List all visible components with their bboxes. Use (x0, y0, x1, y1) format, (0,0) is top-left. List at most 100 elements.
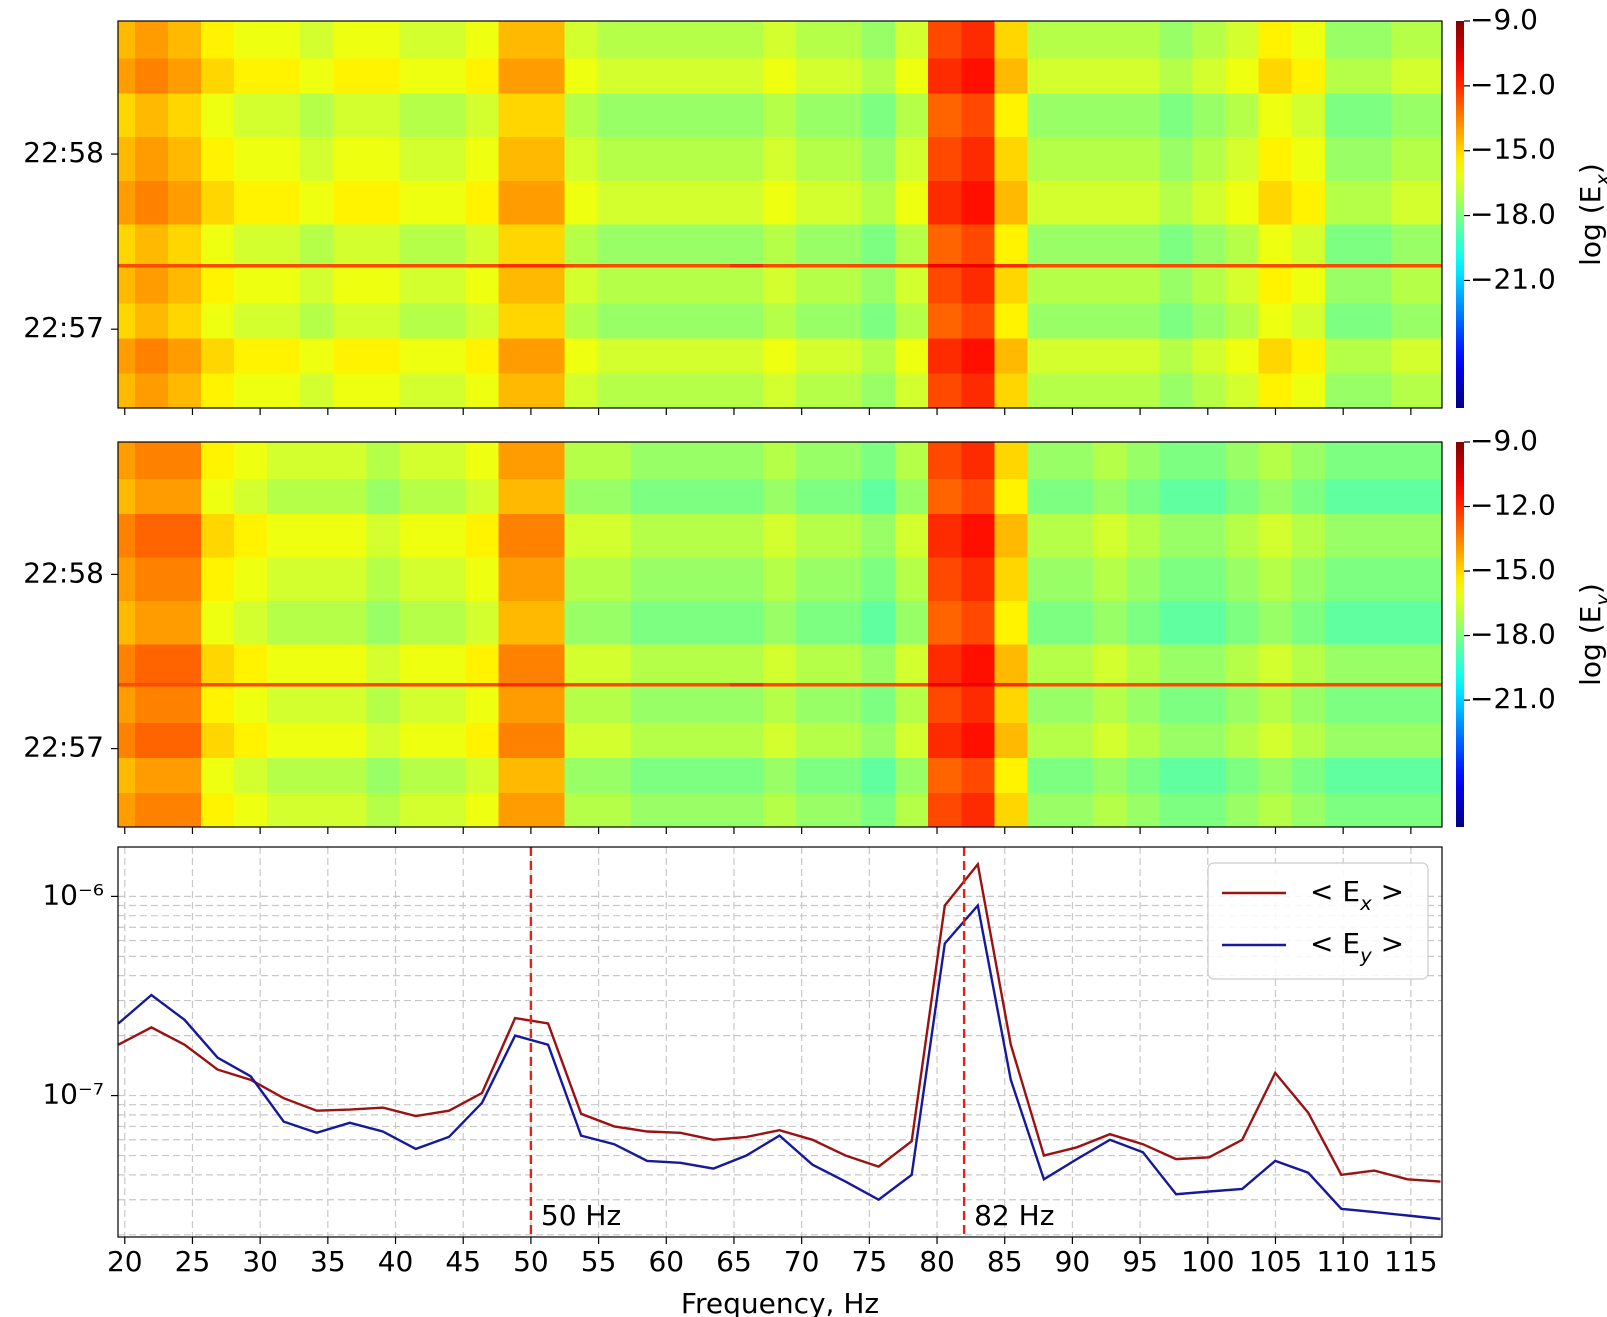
heatmap-cell (663, 372, 698, 408)
heatmap-cell (531, 644, 566, 684)
heatmap-cell (895, 302, 929, 339)
heatmap-cell (498, 337, 533, 374)
heatmap-cell (366, 372, 400, 408)
heatmap-cell (1027, 644, 1061, 684)
heatmap-cell (333, 600, 367, 645)
heatmap-cell (1324, 21, 1359, 59)
heatmap-cell (531, 722, 566, 758)
heatmap-cell (862, 792, 896, 827)
heatmap-cell (795, 682, 830, 687)
heatmap-cell (1258, 224, 1293, 265)
heatmap-cell (1291, 180, 1326, 225)
x-tick-label: 110 (1316, 1245, 1369, 1278)
heatmap-cell (1093, 372, 1128, 408)
heatmap-cell (895, 757, 929, 793)
heatmap (118, 21, 1442, 408)
heatmap-cell (300, 513, 334, 558)
heatmap-cell (333, 337, 367, 374)
heatmap-cell (201, 302, 235, 339)
heatmap-cell (267, 136, 301, 181)
heatmap-cell (134, 92, 169, 138)
heatmap-cell (729, 682, 764, 687)
heatmap-cell (1423, 263, 1442, 268)
heatmap-cell (432, 136, 467, 181)
heatmap-cell (531, 337, 566, 374)
heatmap-cell (928, 682, 962, 687)
heatmap-cell (895, 21, 929, 59)
heatmap-cell (729, 757, 764, 793)
heatmap-cell (994, 263, 1028, 268)
heatmap-cell (994, 644, 1028, 684)
heatmap-cell (1291, 224, 1326, 265)
heatmap-cell (465, 372, 500, 408)
heatmap-cell (1390, 792, 1425, 827)
heatmap-cell (234, 372, 268, 408)
heatmap-cell (564, 685, 599, 724)
heatmap-cell (795, 757, 830, 793)
heatmap-cell (1291, 136, 1326, 181)
heatmap-cell (267, 682, 301, 687)
heatmap-cell (762, 644, 797, 684)
heatmap-cell (630, 644, 665, 684)
heatmap-cell (234, 757, 268, 793)
heatmap-cell (366, 644, 400, 684)
heatmap-cell (663, 267, 698, 304)
heatmap-cell (1324, 513, 1359, 558)
heatmap-cell (531, 757, 566, 793)
heatmap-cell (994, 600, 1028, 645)
heatmap-cell (465, 136, 500, 181)
heatmap-cell (366, 442, 400, 480)
heatmap-cell (1390, 136, 1425, 181)
heatmap-cell (333, 263, 367, 268)
heatmap-cell (1390, 263, 1425, 268)
heatmap-cell (531, 513, 566, 558)
heatmap-cell (333, 442, 367, 480)
heatmap-cell (564, 337, 599, 374)
heatmap-cell (762, 513, 797, 558)
heatmap-cell (1192, 722, 1227, 758)
heatmap-cell (829, 442, 863, 480)
heatmap-cell (531, 685, 566, 724)
heatmap-cell (498, 757, 533, 793)
heatmap-cell (531, 263, 566, 268)
heatmap-cell (862, 644, 896, 684)
heatmap-cell (267, 478, 301, 515)
heatmap-cell (1291, 644, 1326, 684)
heatmap-cell (762, 57, 797, 94)
heatmap-cell (366, 722, 400, 758)
heatmap-cell (597, 180, 632, 225)
heatmap-cell (1159, 556, 1194, 602)
heatmap-cell (895, 180, 929, 225)
heatmap-cell (267, 600, 301, 645)
heatmap-cell (531, 442, 566, 480)
heatmap-cell (465, 180, 500, 225)
heatmap-cell (994, 757, 1028, 793)
heatmap-cell (762, 600, 797, 645)
heatmap-cell (234, 685, 268, 724)
heatmap-cell (432, 685, 467, 724)
heatmap-cell (564, 682, 599, 687)
heatmap-cell (928, 722, 962, 758)
heatmap-cell (134, 224, 169, 265)
heatmap-cell (696, 136, 731, 181)
heatmap-cell (366, 136, 400, 181)
heatmap-cell (1225, 92, 1260, 138)
x-tick-label: 25 (175, 1245, 211, 1278)
heatmap-cell (961, 180, 995, 225)
heatmap-cell (1093, 685, 1128, 724)
heatmap-cell (1225, 478, 1260, 515)
heatmap-cell (1192, 92, 1227, 138)
heatmap-cell (134, 556, 169, 602)
heatmap-cell (630, 57, 665, 94)
heatmap-cell (432, 644, 467, 684)
x-tick-label: 55 (581, 1245, 617, 1278)
heatmap-cell (1093, 267, 1128, 304)
heatmap-cell (498, 442, 533, 480)
heatmap-cell (300, 757, 334, 793)
heatmap-cell (399, 722, 434, 758)
heatmap-cell (118, 263, 136, 268)
heatmap-cell (1423, 337, 1442, 374)
heatmap-cell (1423, 442, 1442, 480)
heatmap-cell (1225, 442, 1260, 480)
heatmap-cell (829, 682, 863, 687)
